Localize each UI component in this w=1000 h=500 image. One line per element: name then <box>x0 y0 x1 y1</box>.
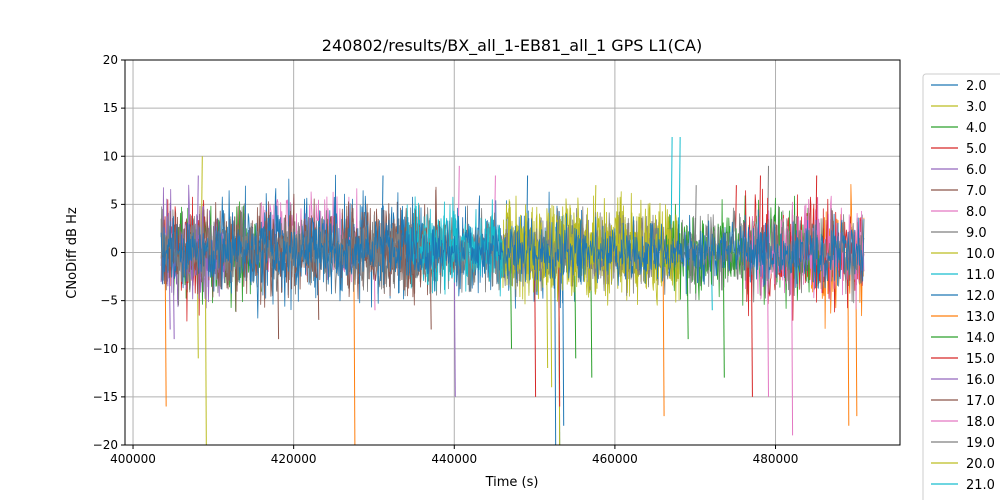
series-spike-13.0 <box>164 257 167 407</box>
series-spike-14.0 <box>686 252 689 340</box>
legend-label-4.0: 4.0 <box>966 121 987 136</box>
legend-label-10.0: 10.0 <box>966 247 995 262</box>
series-spike-4.0 <box>509 257 512 349</box>
series-spike-11.0 <box>678 136 681 245</box>
legend-label-12.0: 12.0 <box>966 289 995 304</box>
legend-label-5.0: 5.0 <box>966 142 987 157</box>
x-tick-label: 420000 <box>271 452 317 466</box>
series-spike-18.0 <box>766 252 769 397</box>
x-tick-label: 400000 <box>110 452 156 466</box>
y-axis: 20 15 10 5 0 −5 −10 −15 −20 <box>93 53 125 452</box>
y-tick-label: 5 <box>110 197 118 211</box>
legend-label-14.0: 14.0 <box>966 331 995 346</box>
series-spike-6.0 <box>172 252 175 340</box>
y-tick-label: 15 <box>103 101 118 115</box>
series-line-21.0 <box>405 202 503 294</box>
x-tick-label: 460000 <box>592 452 638 466</box>
series-layer <box>160 136 865 445</box>
series-spike-5.0 <box>558 247 561 407</box>
x-tick-label: 480000 <box>753 452 799 466</box>
legend-label-15.0: 15.0 <box>966 352 995 367</box>
y-tick-label: 0 <box>110 246 118 260</box>
series-spike-18.0 <box>791 252 794 436</box>
legend-label-7.0: 7.0 <box>966 184 987 199</box>
legend-label-9.0: 9.0 <box>966 226 987 241</box>
legend-label-21.0: 21.0 <box>966 478 995 493</box>
y-tick-label: 20 <box>103 53 118 67</box>
y-tick-label: 10 <box>103 149 118 163</box>
legend-label-18.0: 18.0 <box>966 415 995 430</box>
y-axis-label: CNoDiff dB Hz <box>65 207 80 299</box>
series-spike-14.0 <box>722 252 725 378</box>
legend-box <box>922 73 1000 500</box>
legend-label-13.0: 13.0 <box>966 310 995 325</box>
legend-label-6.0: 6.0 <box>966 163 987 178</box>
legend-label-20.0: 20.0 <box>966 457 995 472</box>
series-line-22.0 <box>160 209 865 295</box>
legend-label-3.0: 3.0 <box>966 100 987 115</box>
y-tick-label: −10 <box>93 342 118 356</box>
chart-title: 240802/results/BX_all_1-EB81_all_1 GPS L… <box>322 36 702 56</box>
series-spike-13.0 <box>662 257 665 417</box>
y-tick-label: −20 <box>93 438 118 452</box>
series-spike-3.0 <box>550 249 553 388</box>
x-axis-label: Time (s) <box>485 475 539 490</box>
series-line-20.0 <box>502 202 680 301</box>
y-tick-label: −15 <box>93 390 118 404</box>
series-spike-13.0 <box>353 257 356 445</box>
series-spike-15.0 <box>750 252 753 397</box>
x-tick-label: 440000 <box>431 452 477 466</box>
legend: 2.0 3.0 4.0 5.0 6.0 7.0 8.0 9.0 10.0 11.0 12.0 13.0… <box>922 73 1000 500</box>
legend-label-8.0: 8.0 <box>966 205 987 220</box>
x-axis: 400000 420000 440000 460000 480000 <box>110 445 798 466</box>
legend-label-16.0: 16.0 <box>966 373 995 388</box>
legend-label-19.0: 19.0 <box>966 436 995 451</box>
legend-label-2.0: 2.0 <box>966 79 987 94</box>
legend-label-17.0: 17.0 <box>966 394 995 409</box>
y-tick-label: −5 <box>100 294 118 308</box>
legend-label-11.0: 11.0 <box>966 268 995 283</box>
